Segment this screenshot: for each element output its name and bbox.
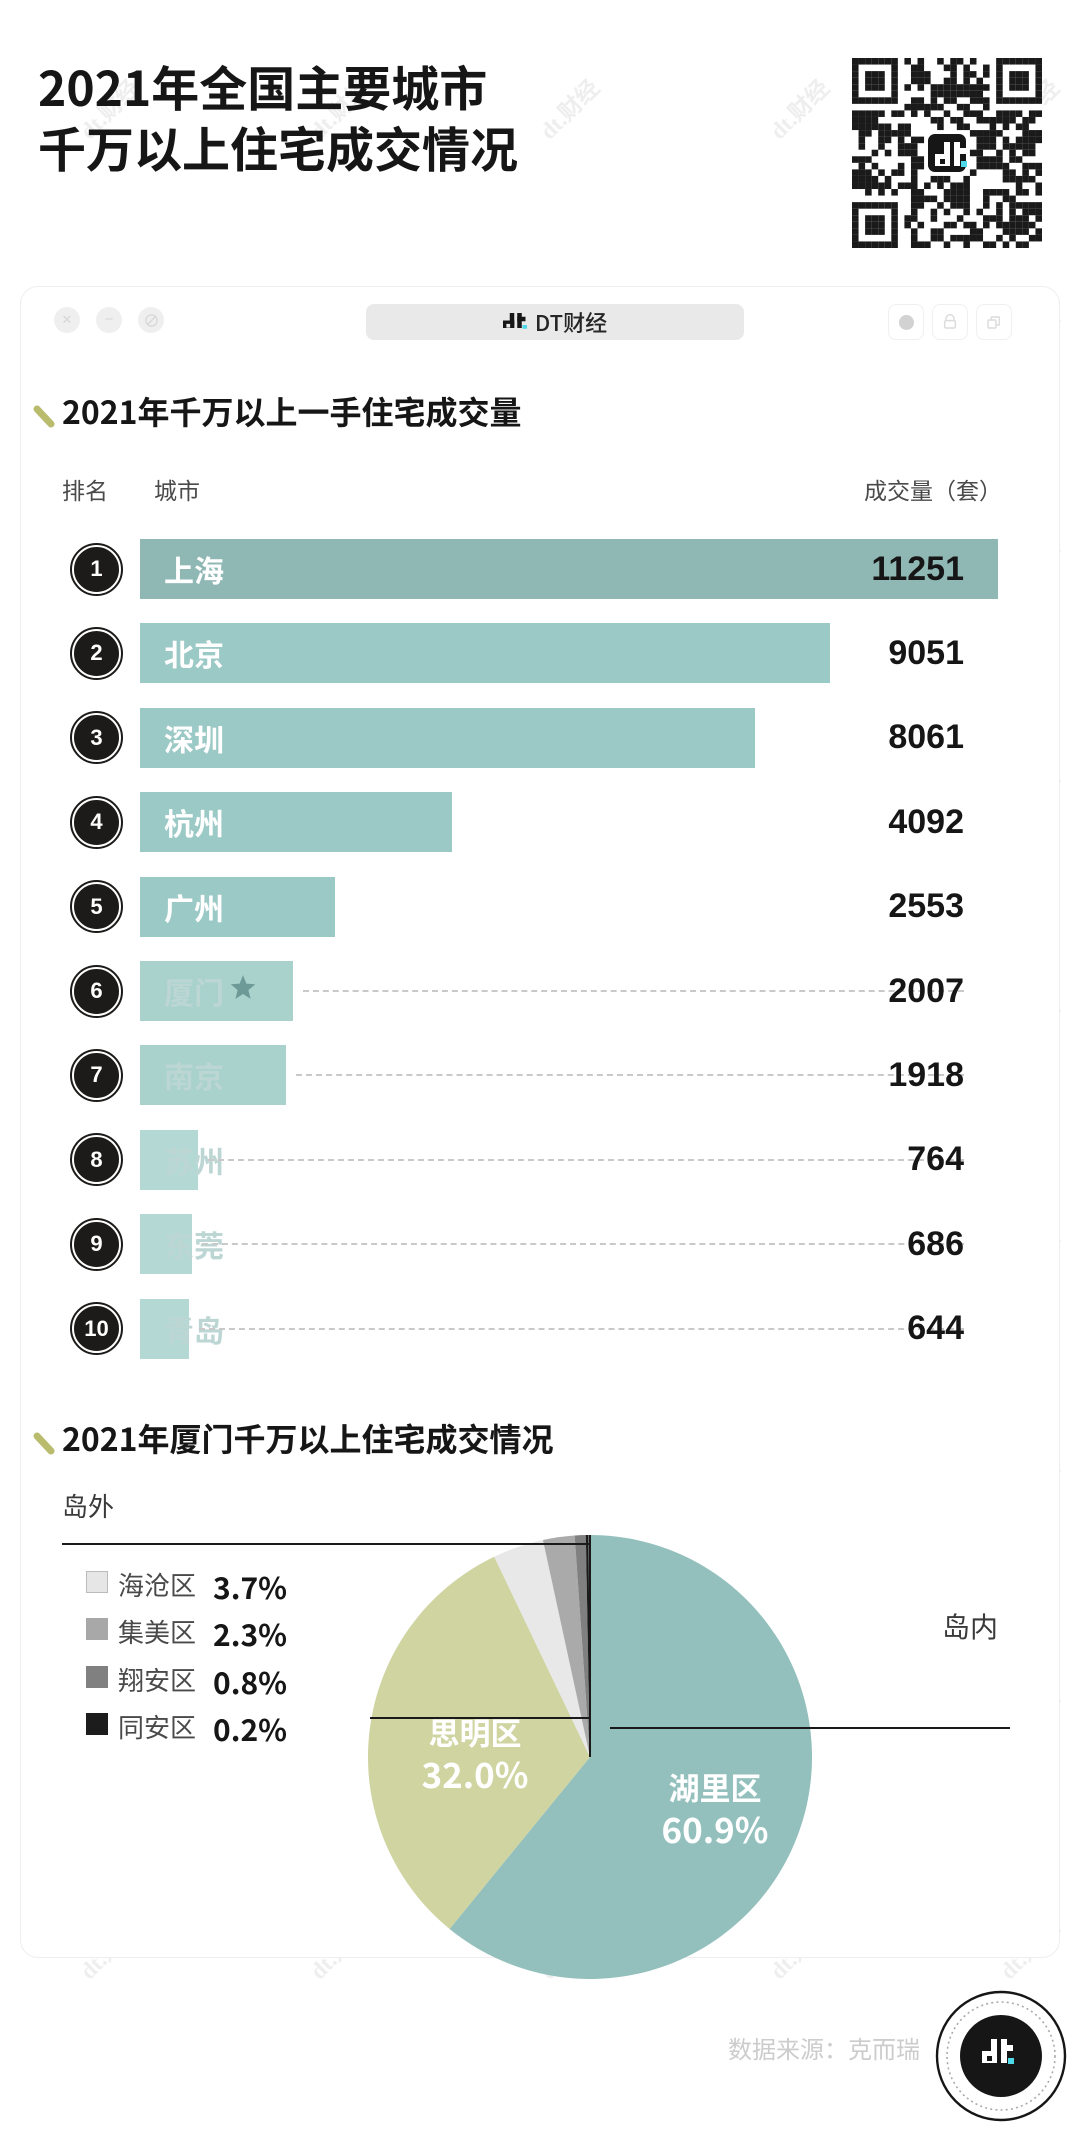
svg-text:32.0%: 32.0%: [421, 1748, 528, 1799]
svg-text:岛内: 岛内: [942, 1606, 998, 1646]
svg-text:60.9%: 60.9%: [661, 1803, 768, 1854]
